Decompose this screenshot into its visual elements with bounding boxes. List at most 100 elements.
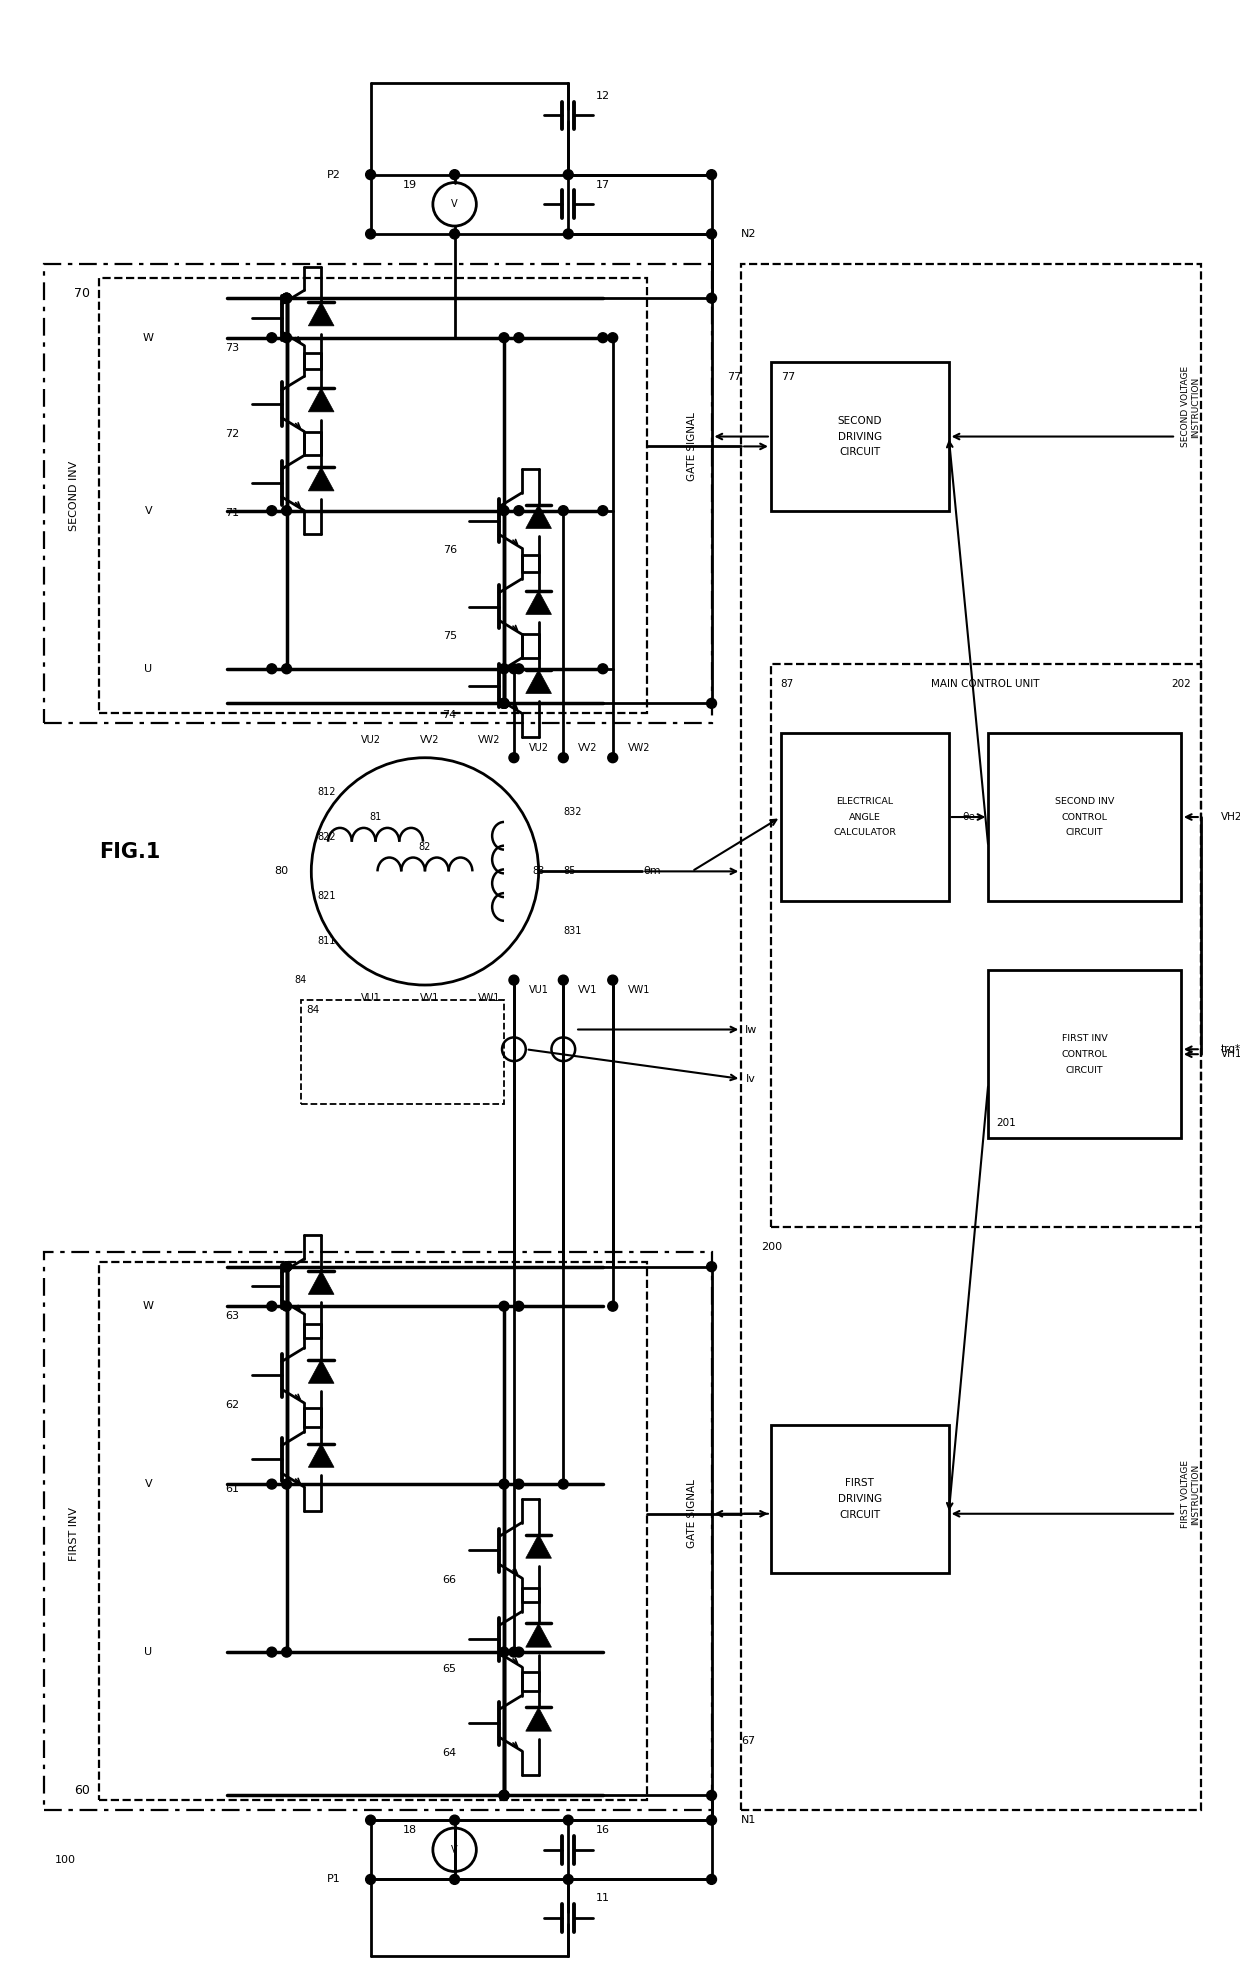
Circle shape [608,976,618,986]
Text: 81: 81 [370,812,382,822]
Text: 84: 84 [294,976,306,986]
Circle shape [498,699,508,709]
Circle shape [513,1302,523,1311]
Circle shape [598,332,608,342]
Circle shape [558,752,568,762]
Circle shape [281,1647,291,1657]
Circle shape [508,752,518,762]
Polygon shape [309,1270,334,1294]
Text: V: V [451,1845,458,1855]
Bar [742,263,1200,1811]
Bar [99,278,647,713]
Text: VU2: VU2 [361,735,381,745]
Text: VH2: VH2 [1220,812,1240,822]
Circle shape [281,332,291,342]
Text: SECOND INV: SECOND INV [1055,796,1115,806]
Text: θm: θm [644,867,661,877]
Text: VV1: VV1 [420,993,440,1003]
Text: VV2: VV2 [420,735,440,745]
Text: 18: 18 [403,1825,417,1835]
Polygon shape [309,1444,334,1467]
Circle shape [608,332,618,342]
Circle shape [707,1262,717,1272]
Bar [45,263,712,723]
Circle shape [498,699,508,709]
Circle shape [450,1874,460,1884]
Circle shape [608,1302,618,1311]
Text: P2: P2 [327,170,341,180]
Text: P1: P1 [327,1874,341,1884]
Text: FIRST VOLTAGE
INSTRUCTION: FIRST VOLTAGE INSTRUCTION [1182,1460,1200,1529]
Text: 63: 63 [226,1311,239,1321]
Circle shape [558,1479,568,1489]
Text: ELECTRICAL: ELECTRICAL [836,796,893,806]
Text: CONTROL: CONTROL [1061,1049,1107,1059]
Circle shape [450,229,460,239]
Text: 831: 831 [563,926,582,936]
Text: GATE SIGNAL: GATE SIGNAL [687,1479,697,1548]
Text: W: W [143,332,154,344]
Circle shape [281,664,291,673]
Text: W: W [143,1302,154,1311]
Polygon shape [526,1708,552,1732]
Text: CIRCUIT: CIRCUIT [839,1509,880,1519]
Circle shape [281,1262,291,1272]
Text: 62: 62 [226,1400,239,1410]
Circle shape [707,170,717,180]
Text: VV2: VV2 [578,743,598,752]
Text: 71: 71 [226,508,239,517]
Circle shape [563,1815,573,1825]
Text: 832: 832 [563,808,582,818]
Circle shape [498,1791,508,1801]
Text: VW1: VW1 [627,986,650,995]
Polygon shape [526,1535,552,1558]
Bar [988,970,1180,1138]
Text: 201: 201 [996,1118,1016,1128]
Circle shape [498,664,508,673]
Text: SECOND VOLTAGE
INSTRUCTION: SECOND VOLTAGE INSTRUCTION [1182,365,1200,448]
Text: V: V [144,506,153,515]
Circle shape [281,1262,291,1272]
Circle shape [513,664,523,673]
Text: 65: 65 [443,1663,456,1675]
Text: 202: 202 [1171,679,1190,689]
Text: N2: N2 [742,229,756,239]
Circle shape [281,1262,291,1272]
Circle shape [558,506,568,515]
Text: SECOND: SECOND [837,415,882,427]
Circle shape [707,229,717,239]
Text: DRIVING: DRIVING [838,433,882,442]
Circle shape [513,1479,523,1489]
Circle shape [366,229,376,239]
Circle shape [366,170,376,180]
Circle shape [513,332,523,342]
Text: N1: N1 [742,1815,756,1825]
Text: 12: 12 [595,91,610,101]
Text: VU1: VU1 [361,993,381,1003]
Circle shape [598,664,608,673]
Circle shape [598,506,608,515]
Text: 80: 80 [274,867,289,877]
Text: ANGLE: ANGLE [849,812,880,822]
Circle shape [498,699,508,709]
Text: SECOND INV: SECOND INV [69,460,79,531]
Circle shape [281,1302,291,1311]
Text: VW2: VW2 [477,735,501,745]
Circle shape [498,332,508,342]
Circle shape [267,506,277,515]
Text: 16: 16 [596,1825,610,1835]
Text: U: U [144,664,153,673]
Circle shape [513,1647,523,1657]
Text: θe: θe [962,812,975,822]
Circle shape [281,506,291,515]
Circle shape [608,752,618,762]
Bar [99,1262,647,1801]
Text: CIRCUIT: CIRCUIT [1066,828,1104,837]
Text: 200: 200 [761,1242,782,1252]
Circle shape [508,664,518,673]
Circle shape [498,1302,508,1311]
Text: 67: 67 [742,1736,755,1746]
Text: 821: 821 [317,891,336,901]
Text: 82: 82 [419,841,432,851]
Text: 100: 100 [55,1855,76,1864]
